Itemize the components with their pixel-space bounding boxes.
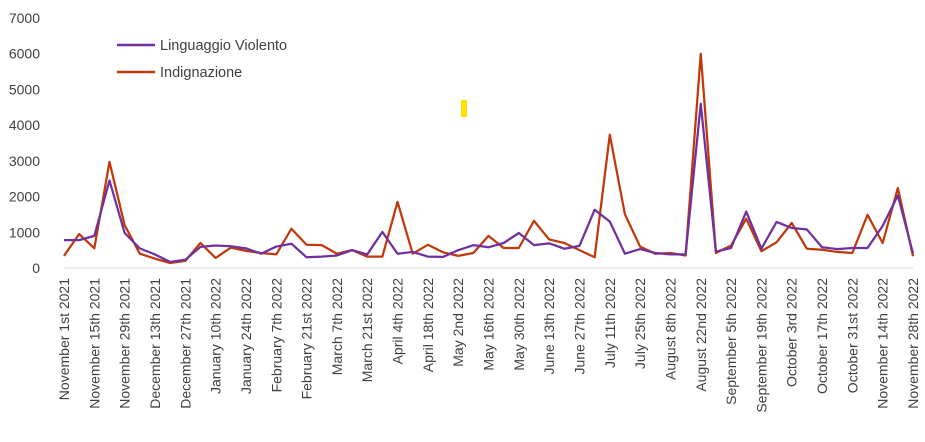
x-tick-label: August 22nd 2022	[693, 278, 709, 392]
x-tick-label: April 18th 2022	[420, 278, 436, 372]
legend: Linguaggio Violento Indignazione	[117, 38, 287, 81]
x-tick-label: October 17th 2022	[814, 278, 830, 394]
x-tick-label: November 14th 2022	[875, 278, 891, 409]
x-tick-label: December 13th 2021	[147, 278, 163, 409]
x-tick-label: November 28th 2022	[905, 278, 921, 409]
y-tick-label: 4000	[9, 117, 40, 133]
x-tick-label: January 24th 2022	[238, 278, 254, 394]
legend-entry-indignazione: Indignazione	[117, 65, 242, 81]
y-tick-label: 7000	[9, 10, 40, 26]
x-tick-label: August 8th 2022	[662, 278, 678, 380]
x-axis: November 1st 2021 November 15th 2021 Novem…	[56, 267, 921, 413]
series-layer	[63, 52, 915, 265]
x-tick-label: November 15th 2021	[86, 278, 102, 409]
x-tick-label: October 3rd 2022	[784, 278, 800, 387]
y-tick-label: 2000	[9, 189, 40, 205]
x-tick-label: May 16th 2022	[481, 278, 497, 371]
y-tick-label: 6000	[9, 46, 40, 62]
legend-label-linguaggio-violento: Linguaggio Violento	[160, 38, 287, 54]
series-line-indignazione	[63, 52, 915, 265]
x-tick-label: January 10th 2022	[208, 278, 224, 394]
series-line-linguaggio-violento	[64, 102, 915, 264]
y-axis: 0 1000 2000 3000 4000 5000 6000 7000	[9, 10, 40, 276]
x-tick-label: November 29th 2021	[117, 278, 133, 409]
x-tick-label: September 5th 2022	[723, 278, 739, 405]
x-tick-label: October 31st 2022	[844, 278, 860, 393]
x-tick-label: June 13th 2022	[541, 278, 557, 375]
x-tick-label: May 30th 2022	[511, 278, 527, 371]
x-tick-label: December 27th 2021	[177, 278, 193, 409]
x-tick-label: February 7th 2022	[268, 278, 284, 393]
x-tick-label: June 27th 2022	[571, 278, 587, 375]
x-tick-label: November 1st 2021	[56, 278, 72, 400]
y-tick-label: 1000	[9, 224, 40, 240]
x-tick-label: May 2nd 2022	[450, 278, 466, 367]
x-tick-label: March 21st 2022	[359, 278, 375, 382]
x-tick-label: April 4th 2022	[390, 278, 406, 365]
x-tick-label: July 25th 2022	[632, 278, 648, 369]
annotation-marker	[461, 100, 467, 117]
x-tick-label: February 21st 2022	[299, 278, 315, 400]
legend-label-indignazione: Indignazione	[160, 65, 242, 81]
legend-entry-linguaggio-violento: Linguaggio Violento	[117, 38, 287, 54]
x-tick-label: July 11th 2022	[602, 278, 618, 368]
y-tick-label: 3000	[9, 153, 40, 169]
x-tick-label: March 7th 2022	[329, 278, 345, 375]
y-tick-label: 0	[32, 260, 40, 276]
y-tick-label: 5000	[9, 81, 40, 97]
x-tick-label: September 19th 2022	[753, 278, 769, 413]
